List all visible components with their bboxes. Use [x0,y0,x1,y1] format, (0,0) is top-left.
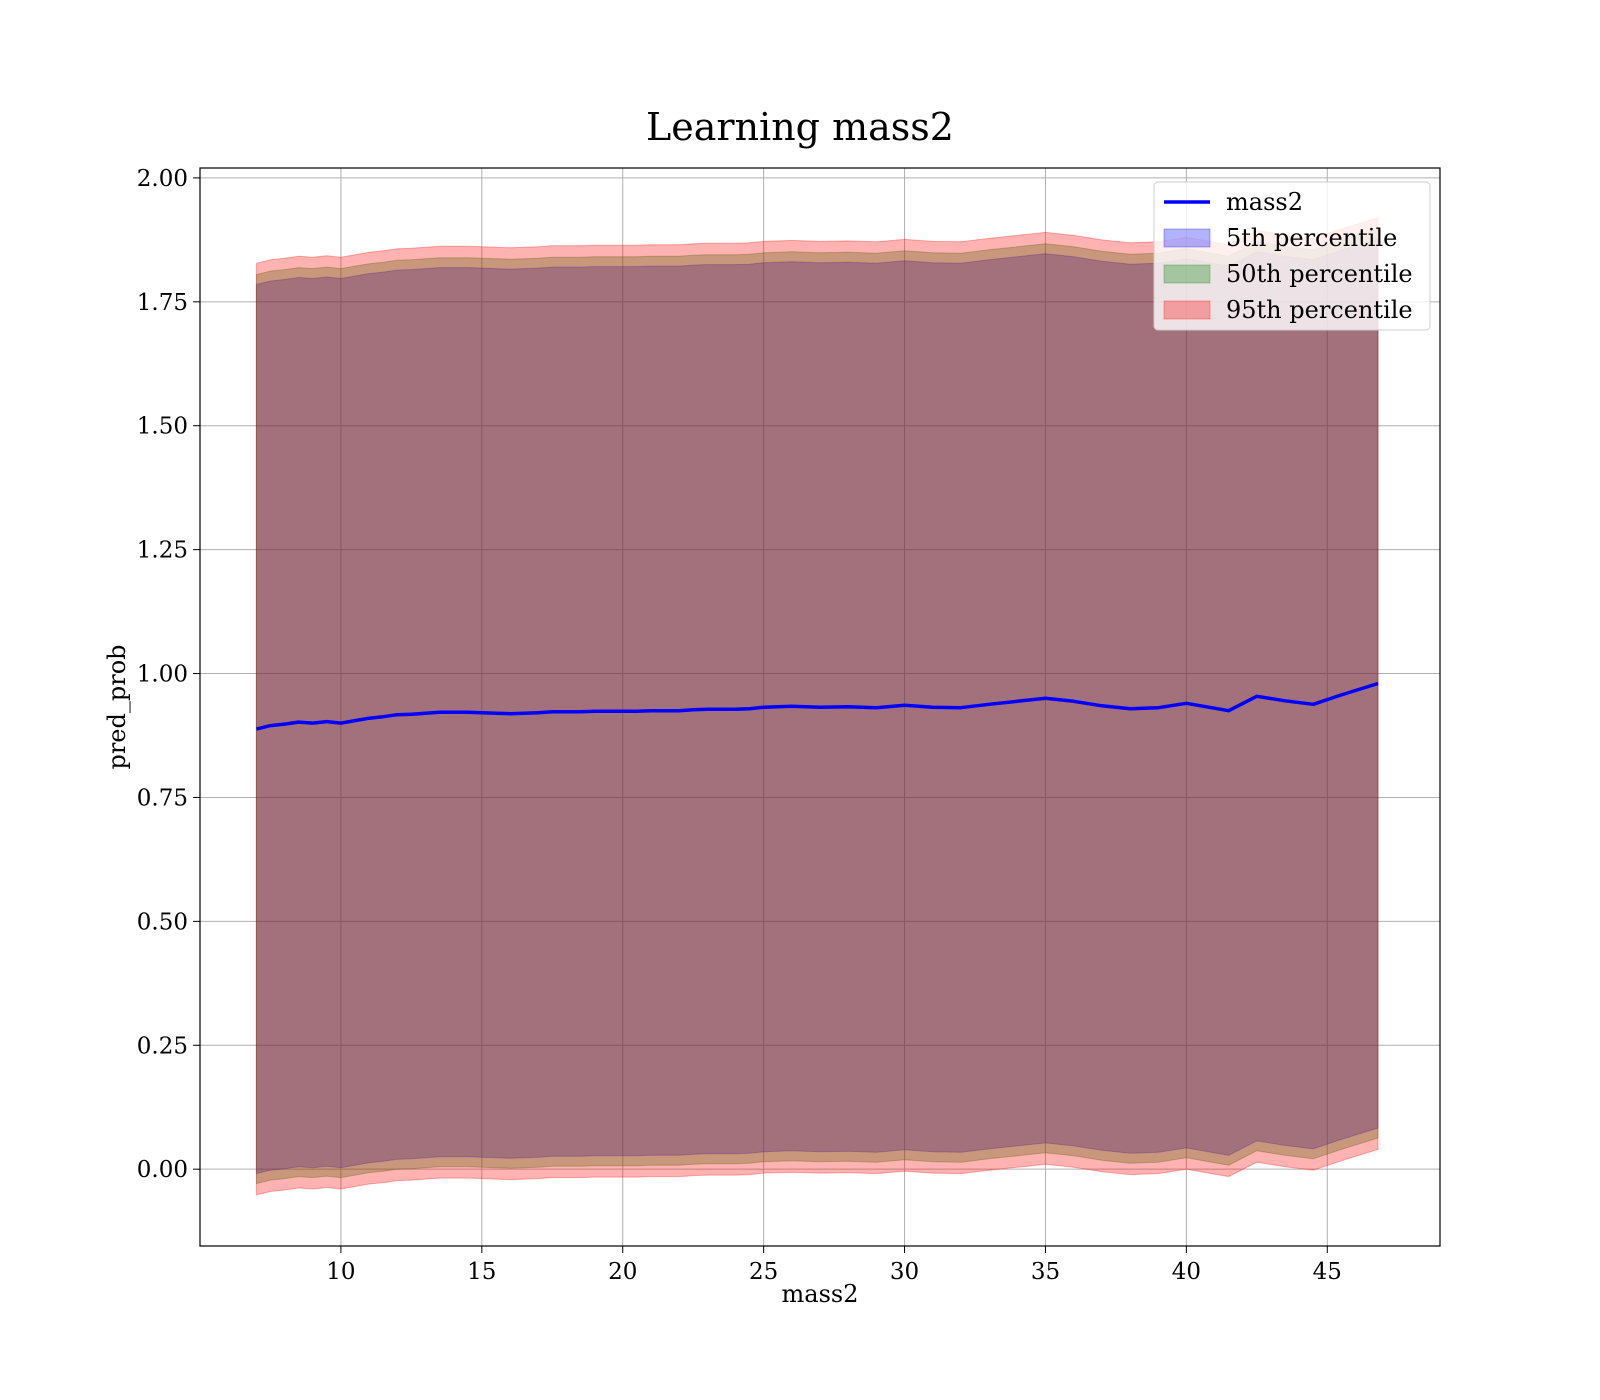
series-lines [255,681,1379,731]
y-axis-ticks: 0.00 0.25 0.50 0.75 1.00 1.25 1.50 1.75 2.00 [137,166,200,1183]
y-tick-label: 0.75 [137,785,188,811]
legend: mass2 5th percentile 50th percentile 95th p… [1153,181,1431,331]
chart-title: Learning mass2 [646,105,954,149]
x-tick-label: 45 [1313,1259,1342,1285]
x-tick-label: 35 [1031,1259,1060,1285]
line-mass2 [255,681,1379,731]
x-tick-label: 15 [467,1259,496,1285]
legend-swatch [1163,264,1211,284]
y-axis-label: pred_prob [103,644,131,769]
legend-label: 50th percentile [1226,260,1413,288]
x-axis-ticks: 10 15 20 25 30 35 40 45 [326,1246,1342,1285]
x-tick-label: 10 [326,1259,355,1285]
legend-box [1153,181,1431,331]
y-tick-label: 1.50 [137,414,188,440]
x-tick-label: 30 [890,1259,919,1285]
y-tick-label: 2.00 [137,166,188,192]
legend-label: mass2 [1226,188,1303,216]
x-tick-label: 20 [608,1259,637,1285]
x-tick-label: 40 [1172,1259,1201,1285]
y-tick-label: 0.25 [137,1033,188,1059]
y-tick-label: 0.00 [137,1157,188,1183]
y-tick-label: 1.75 [137,290,188,316]
y-tick-label: 1.00 [137,662,188,688]
legend-swatch [1163,300,1211,320]
plot-frame [199,167,1441,1247]
y-tick-label: 1.25 [137,538,188,564]
x-tick-label: 25 [749,1259,778,1285]
x-axis-label: mass2 [782,1280,859,1308]
legend-label: 95th percentile [1226,296,1413,324]
legend-swatch [1163,228,1211,248]
grid [200,168,1440,1246]
legend-label: 5th percentile [1226,224,1397,252]
y-tick-label: 0.50 [137,909,188,935]
percentile-bands [255,216,1379,1196]
